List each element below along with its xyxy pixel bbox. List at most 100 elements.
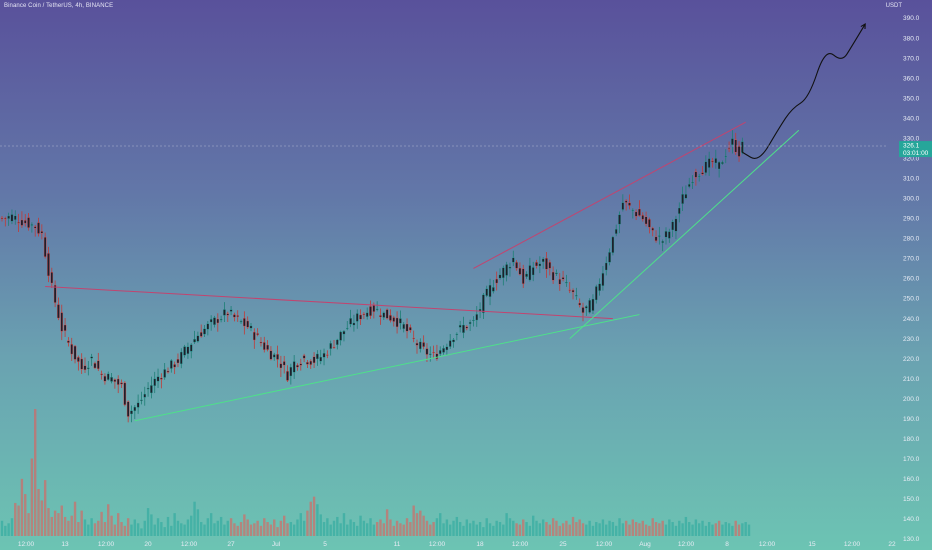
volume-bar [269,524,273,536]
volume-bar [508,518,512,536]
volume-bar [395,520,399,536]
y-tick-label: 220.0 [903,356,920,363]
volume-bar [485,518,488,536]
candle-body [654,236,658,241]
candle-body [316,353,319,360]
x-tick-label: 25 [559,541,567,548]
x-tick-label: 12:00 [759,541,776,548]
volume-bar [591,525,595,536]
candle-body [452,339,455,343]
candle-body [521,268,525,284]
candle-body [206,323,210,330]
candle-body [508,266,512,269]
volume-bar [233,523,236,536]
volume-bar [551,518,555,536]
volume-bar [0,520,4,536]
candle-body [595,286,598,301]
volume-bar [452,520,455,536]
candle-body [611,236,615,253]
volume-bar [249,524,253,536]
volume-bar [63,516,67,536]
support-trendline[interactable] [134,314,640,422]
candle-body [342,331,346,335]
volume-bar [538,523,542,536]
volume-bar [309,501,312,536]
x-tick-label: 12:00 [678,541,695,548]
candle-body [336,339,339,345]
resistance-trendline[interactable] [473,121,746,269]
volume-bar [136,523,140,536]
volume-bar [126,518,130,536]
candle-body [465,326,469,329]
volume-bar [213,523,216,536]
volume-bar [316,504,319,536]
volume-bar [24,494,27,536]
volume-bar [721,524,724,536]
volume-bar [409,522,412,536]
volume-bar [372,524,376,536]
volume-bar [346,524,349,536]
y-tick-label: 340.0 [903,115,920,122]
candle-body [538,263,542,267]
volume-bar [405,518,409,536]
volume-bar [216,520,219,536]
volume-bar [306,510,309,536]
x-tick-label: 12:00 [596,541,613,548]
volume-bar [362,520,366,536]
time-axis[interactable]: 12:00 13 12:00 20 12:00 27 Jul 5 11 12:00 18 12:00 2… [18,541,896,548]
volume-bar [176,520,180,536]
volume-bar [641,520,644,536]
volume-bar [153,524,156,536]
candle-body [634,211,638,217]
volume-bar [87,524,90,536]
volume-bar [631,519,634,536]
volume-bar [57,513,60,536]
candle-body [87,367,90,369]
candle-body [419,341,422,350]
volume-bar [671,522,674,536]
candle-body [668,231,671,239]
volume-bar [618,518,621,536]
candle-body [289,366,293,377]
volume-bar [422,515,425,536]
volume-bar [130,524,133,536]
resistance-trendline[interactable] [45,286,613,320]
candle-body [286,371,289,381]
volume-bar [209,513,213,536]
projection-curve[interactable] [742,23,866,159]
candle-body [402,323,405,329]
candle-body [644,216,648,225]
candle-body [518,267,522,275]
support-trendline[interactable] [569,129,800,339]
candle-body [458,324,462,328]
volume-bar [203,524,206,536]
volume-bar [458,522,462,536]
candle-body [405,323,409,332]
candle-body [30,224,34,226]
volume-bar [664,524,668,536]
volume-bar [366,523,369,536]
volume-bar [359,515,362,536]
volume-bar [688,522,691,536]
price-axis[interactable]: 130.0 140.0 150.0 160.0 170.0 180.0 190.0 200.0… [903,15,920,543]
volume-bar [206,518,210,536]
candle-body [535,262,538,267]
volume-bar [53,510,57,536]
volume-bar [34,409,37,536]
candle-body [349,318,352,325]
candle-body [20,219,24,226]
candle-body [604,262,608,271]
volume-bar [628,524,631,536]
volume-bar [482,527,485,536]
candle-body [512,257,515,263]
volume-bar [7,523,10,536]
volume-bar [724,522,727,536]
candle-body [661,241,664,243]
volume-bar [352,522,356,536]
candle-body [618,214,621,225]
volume-bar [186,519,190,536]
candle-body [133,406,137,412]
volume-bar [608,520,611,536]
y-tick-label: 180.0 [903,436,920,443]
